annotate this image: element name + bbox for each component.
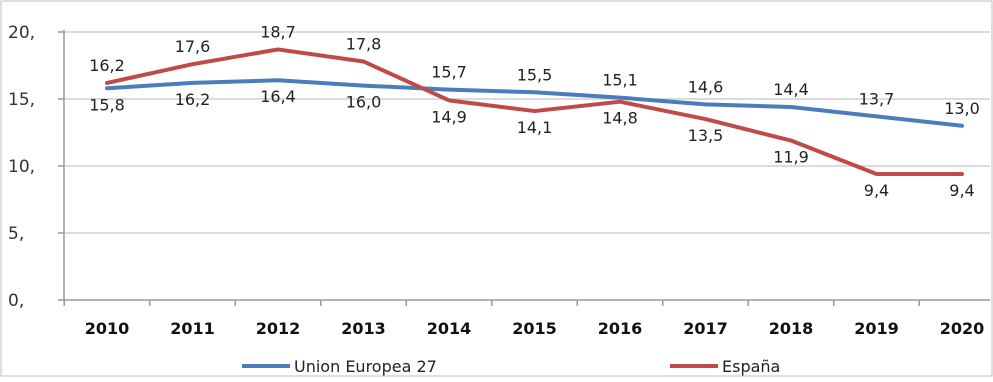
x-tick-label: 2015 [512, 319, 557, 338]
data-label: 18,7 [260, 22, 296, 41]
y-tick-label: 5, [8, 224, 24, 244]
legend-label-union-europea: Union Europea 27 [294, 357, 437, 376]
data-label: 11,9 [773, 148, 809, 167]
y-tick-label: 0, [8, 291, 24, 311]
x-tick-label: 2018 [769, 319, 814, 338]
data-label: 13,7 [859, 89, 895, 108]
data-label: 13,5 [688, 126, 724, 145]
data-label: 16,0 [346, 93, 382, 112]
series-lines [105, 47, 964, 177]
data-label: 14,4 [773, 80, 809, 99]
x-tick-label: 2016 [598, 319, 643, 338]
x-tick-label: 2012 [256, 319, 301, 338]
data-label: 14,9 [431, 107, 467, 126]
y-tick-label: 20, [8, 23, 35, 43]
gridlines [64, 31, 990, 234]
data-label: 17,6 [175, 37, 211, 56]
data-label: 14,1 [517, 118, 553, 137]
data-label: 15,7 [431, 63, 467, 82]
series-line-espana [105, 47, 964, 177]
data-labels: 15,8 16,2 16,4 16,0 15,7 15,5 15,1 14,6 14,4 13,7… [89, 22, 980, 200]
data-label: 14,6 [688, 77, 724, 96]
data-label: 9,4 [949, 181, 974, 200]
data-label: 15,8 [89, 95, 125, 114]
data-label: 16,2 [89, 56, 125, 75]
data-label: 15,1 [602, 71, 638, 90]
y-tick-label: 10, [8, 157, 35, 177]
data-label: 16,4 [260, 87, 296, 106]
x-tick-label: 2010 [85, 319, 130, 338]
x-tick-label: 2017 [683, 319, 728, 338]
data-label: 15,5 [517, 65, 553, 84]
x-tick-label: 2020 [940, 319, 985, 338]
x-tick-label: 2014 [427, 319, 472, 338]
x-tick-label: 2013 [341, 319, 386, 338]
x-tick-label: 2011 [170, 319, 215, 338]
legend-label-espana: España [722, 357, 780, 376]
data-label: 14,8 [602, 109, 638, 128]
data-label: 17,8 [346, 34, 382, 53]
y-tick-label: 15, [8, 90, 35, 110]
data-label: 9,4 [864, 181, 889, 200]
data-label: 13,0 [944, 99, 980, 118]
x-tick-label: 2019 [854, 319, 899, 338]
series-line-union-europea [105, 78, 964, 128]
data-label: 16,2 [175, 90, 211, 109]
legend: Union Europea 27 España [242, 357, 780, 376]
